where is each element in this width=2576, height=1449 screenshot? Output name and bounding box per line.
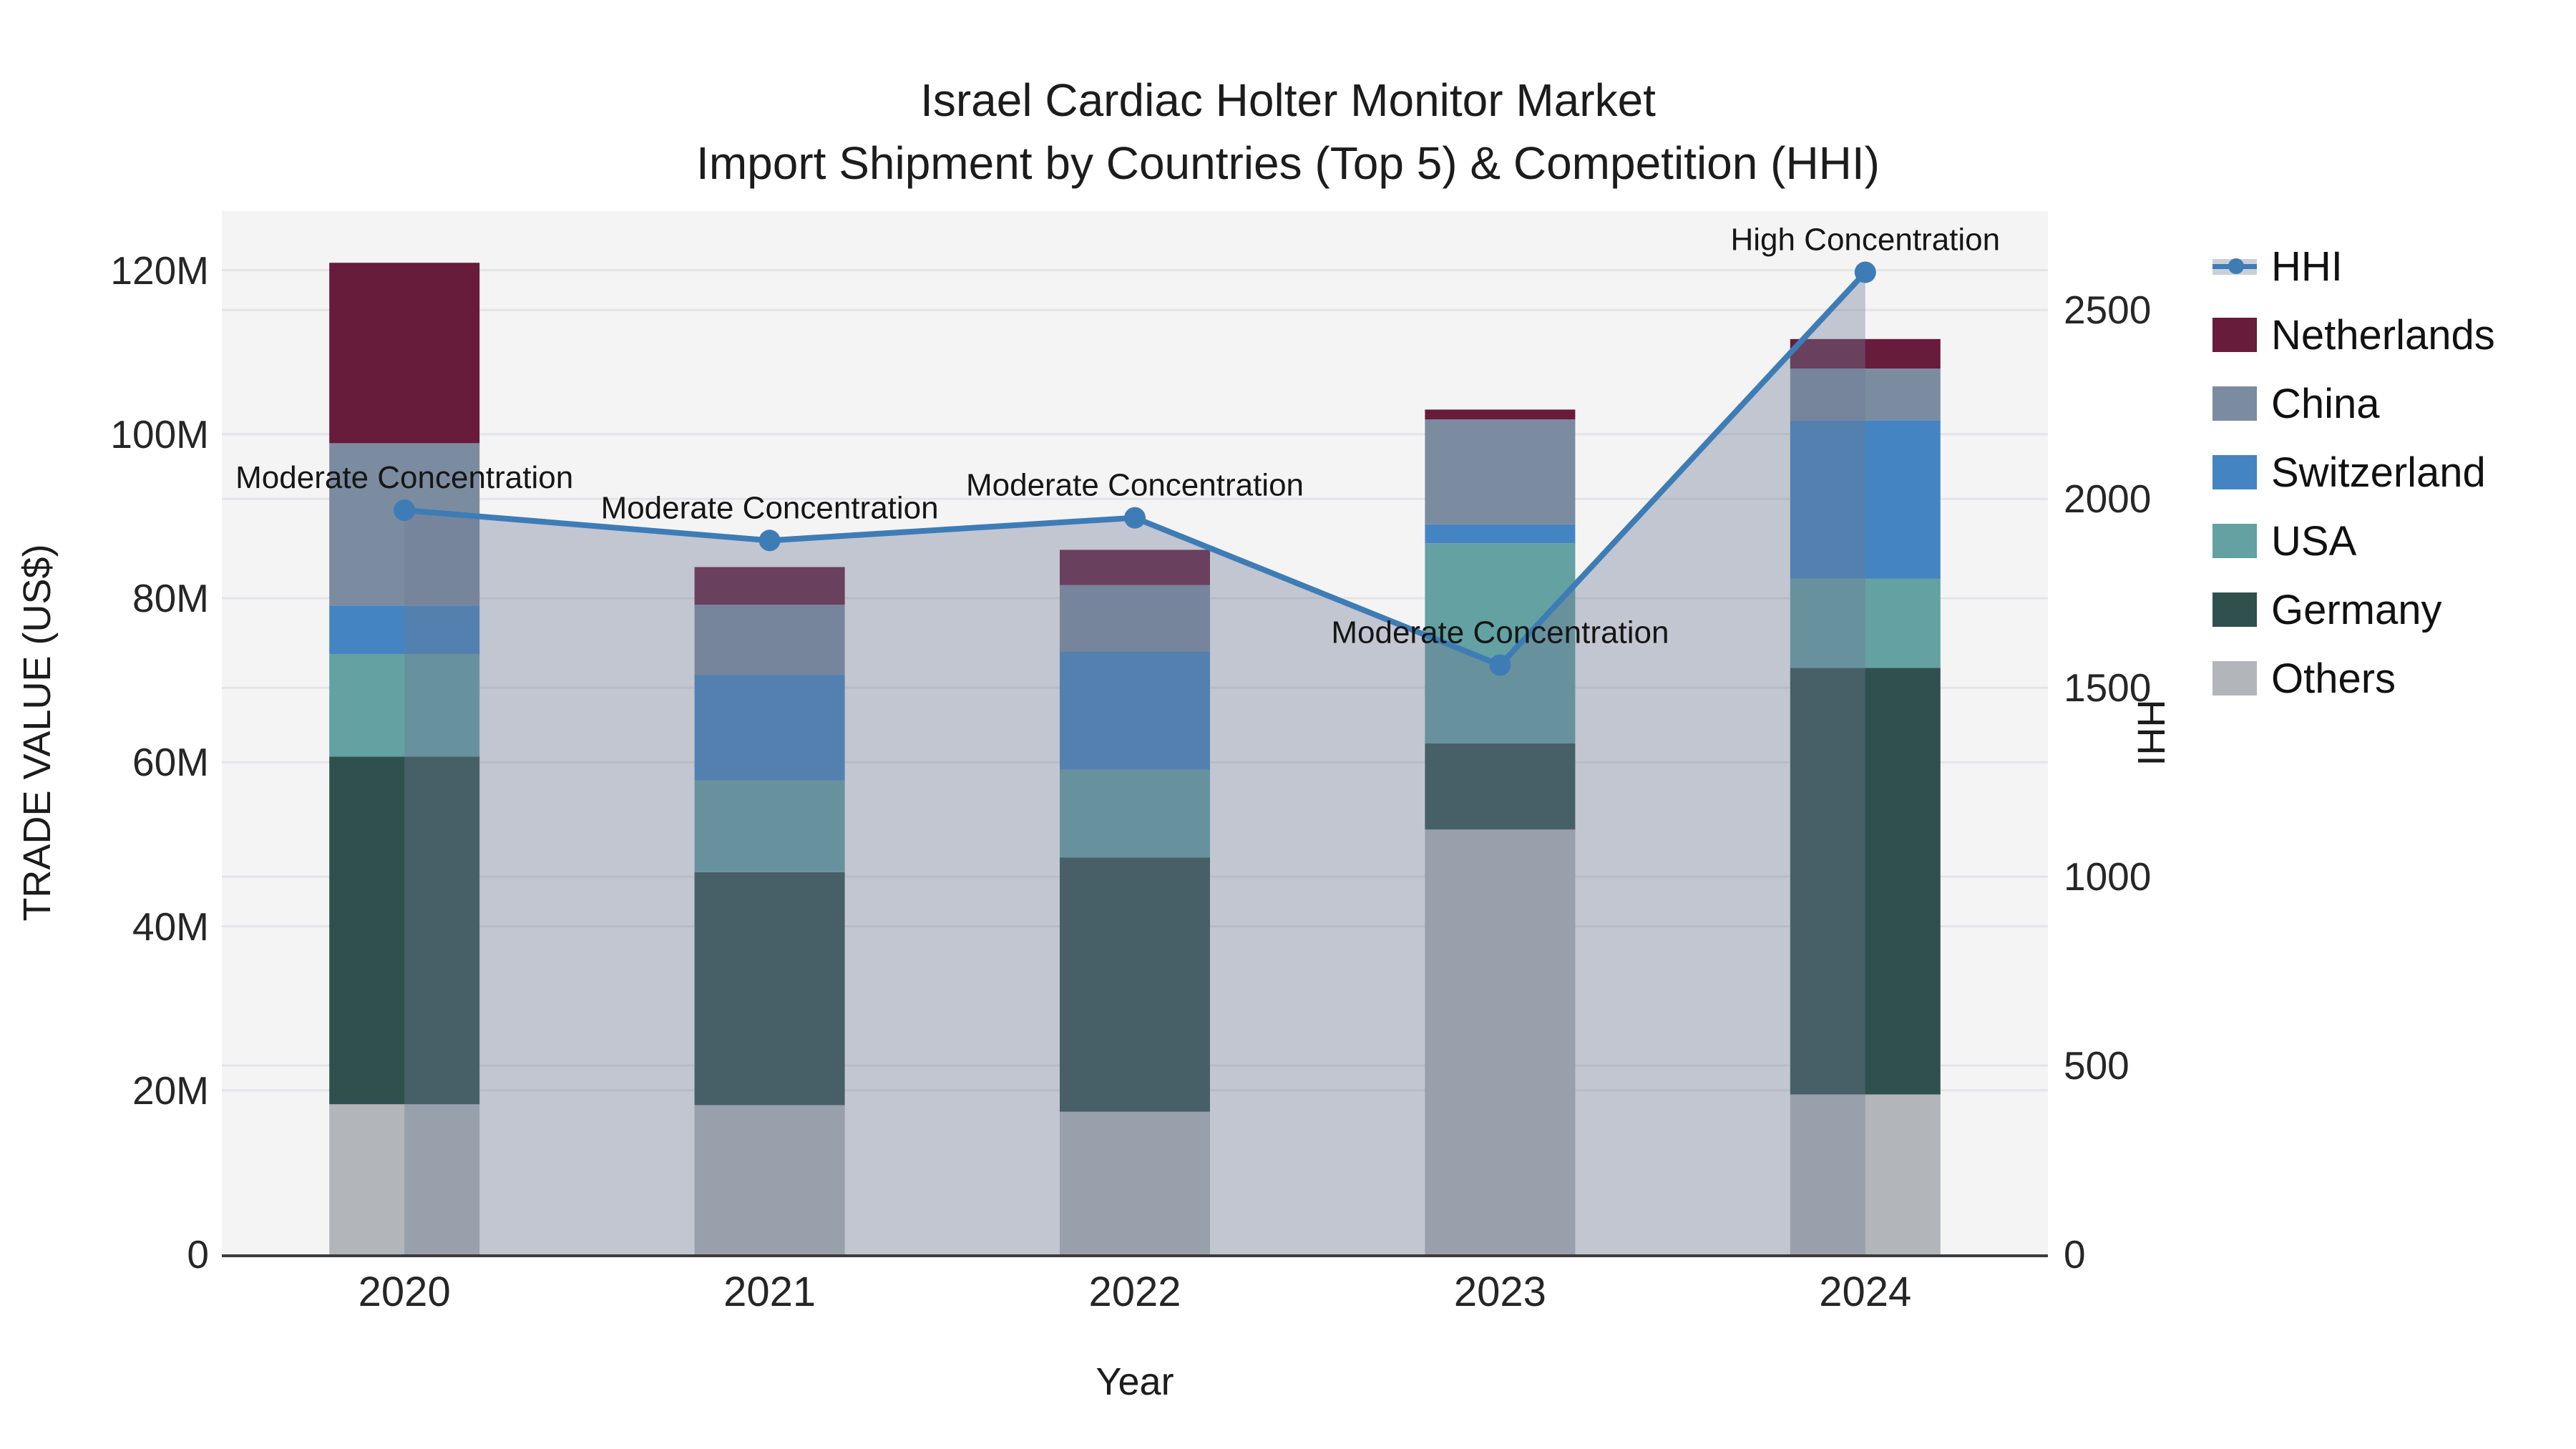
bar-segment-others-2021 — [694, 1105, 845, 1254]
legend-item-germany[interactable]: Germany — [2212, 587, 2495, 633]
annotation-2024: High Concentration — [1730, 223, 2000, 258]
y2-tick-2000: 2000 — [2064, 477, 2152, 522]
hhi-marker-2024 — [1854, 261, 1876, 283]
hhi-marker-2021 — [758, 530, 781, 552]
legend-swatch-netherlands — [2212, 318, 2257, 352]
legend-item-switzerland[interactable]: Switzerland — [2212, 449, 2495, 496]
legend-item-others[interactable]: Others — [2212, 655, 2495, 702]
legend-label-hhi: HHI — [2271, 243, 2343, 290]
hhi-marker-2022 — [1124, 507, 1146, 529]
legend-swatch-switzerland — [2212, 455, 2257, 489]
y-tick-60M: 60M — [132, 740, 209, 785]
y-tick-80M: 80M — [132, 576, 209, 621]
legend-item-netherlands[interactable]: Netherlands — [2212, 311, 2495, 358]
y-tick-20M: 20M — [132, 1068, 209, 1113]
bar-segment-others-2022 — [1060, 1111, 1210, 1254]
hhi-marker-2020 — [394, 499, 416, 522]
bar-segment-germany-2022 — [1060, 857, 1210, 1112]
annotation-2023: Moderate Concentration — [1331, 615, 1669, 650]
y2-tick-0: 0 — [2064, 1232, 2086, 1277]
bar-segment-china-2022 — [1060, 585, 1210, 652]
bar-segment-switzerland-2022 — [1060, 651, 1210, 770]
legend-label-china: China — [2271, 380, 2380, 427]
y-tick-120M: 120M — [110, 248, 209, 293]
bar-segment-netherlands-2024 — [1790, 338, 1941, 369]
y-tick-0: 0 — [187, 1232, 209, 1277]
legend-item-china[interactable]: China — [2212, 381, 2495, 427]
x-tick-2023: 2023 — [1453, 1269, 1546, 1315]
bar-segment-netherlands-2020 — [329, 263, 480, 444]
y-tick-100M: 100M — [110, 411, 209, 457]
legend-label-switzerland: Switzerland — [2271, 449, 2486, 496]
x-tick-2020: 2020 — [358, 1269, 451, 1315]
bar-segment-netherlands-2023 — [1425, 409, 1576, 420]
legend-swatch-china — [2212, 386, 2257, 421]
bar-segment-netherlands-2021 — [694, 567, 845, 605]
annotation-2020: Moderate Concentration — [235, 460, 573, 495]
bar-segment-germany-2020 — [329, 756, 480, 1105]
legend-swatch-germany — [2212, 592, 2257, 627]
bar-segment-usa-2024 — [1790, 578, 1941, 668]
bar-segment-switzerland-2020 — [329, 605, 480, 654]
y2-tick-1000: 1000 — [2064, 854, 2152, 899]
bar-segment-netherlands-2022 — [1060, 550, 1210, 585]
bar-segment-germany-2024 — [1790, 668, 1941, 1095]
bar-segment-others-2024 — [1790, 1094, 1941, 1254]
x-tick-2022: 2022 — [1088, 1269, 1181, 1315]
bar-segment-others-2023 — [1425, 829, 1576, 1254]
chart-title: Israel Cardiac Holter Monitor Market Imp… — [0, 69, 2576, 195]
legend-label-others: Others — [2271, 655, 2396, 702]
bar-segment-germany-2023 — [1425, 743, 1576, 830]
bar-segment-china-2023 — [1425, 419, 1576, 525]
legend-item-usa[interactable]: USA — [2212, 517, 2495, 565]
hhi-marker-2023 — [1489, 654, 1511, 676]
hhi-line-icon — [2212, 249, 2257, 283]
y-tick-40M: 40M — [132, 904, 209, 949]
x-tick-2021: 2021 — [723, 1269, 816, 1315]
bar-segment-china-2020 — [329, 443, 480, 606]
bar-segment-switzerland-2021 — [694, 674, 845, 781]
legend-label-netherlands: Netherlands — [2271, 311, 2495, 358]
y2-tick-500: 500 — [2064, 1043, 2129, 1088]
hhi-area — [404, 272, 1865, 1254]
y-axis-title: TRADE VALUE (US$) — [16, 544, 59, 922]
annotation-2021: Moderate Concentration — [601, 490, 939, 525]
y2-tick-1500: 1500 — [2064, 665, 2152, 711]
y2-tick-2500: 2500 — [2064, 288, 2152, 333]
bar-segment-china-2024 — [1790, 369, 1941, 421]
bar-segment-china-2021 — [694, 605, 845, 675]
legend: HHI Netherlands China Switzerland USA Germany… — [2212, 243, 2495, 702]
chart-title-line2: Import Shipment by Countries (Top 5) & C… — [696, 137, 1880, 189]
annotation-2022: Moderate Concentration — [966, 468, 1304, 503]
legend-item-hhi[interactable]: HHI — [2212, 243, 2495, 290]
legend-swatch-usa — [2212, 524, 2257, 558]
bar-segment-usa-2021 — [694, 780, 845, 872]
bar-segment-usa-2020 — [329, 653, 480, 757]
x-axis-title: Year — [1096, 1360, 1174, 1403]
legend-swatch-others — [2212, 661, 2257, 696]
legend-label-usa: USA — [2271, 517, 2357, 565]
bar-segment-switzerland-2023 — [1425, 524, 1576, 544]
legend-label-germany: Germany — [2271, 586, 2442, 633]
x-tick-2024: 2024 — [1819, 1269, 1912, 1315]
bar-segment-others-2020 — [329, 1104, 480, 1254]
chart-title-line1: Israel Cardiac Holter Monitor Market — [920, 74, 1656, 126]
bar-segment-germany-2021 — [694, 872, 845, 1106]
bar-segment-usa-2022 — [1060, 769, 1210, 858]
bar-segment-switzerland-2024 — [1790, 420, 1941, 579]
